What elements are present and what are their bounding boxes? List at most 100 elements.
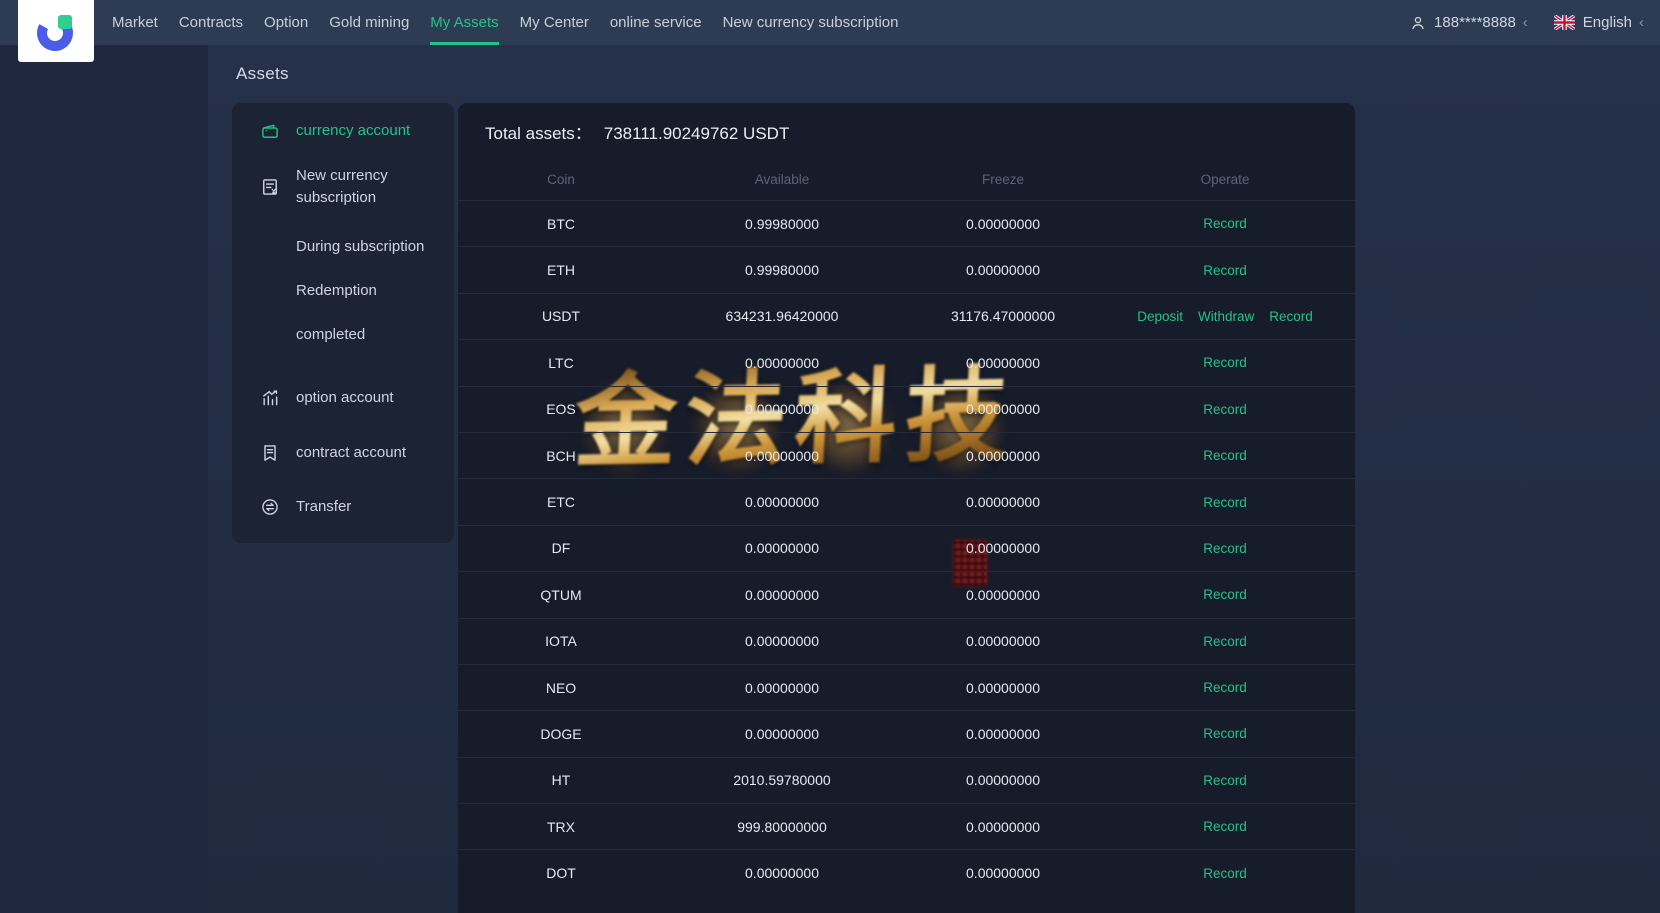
freeze-cell: 0.00000000 xyxy=(966,354,1040,371)
coin-cell: EOS xyxy=(546,401,576,418)
record-link[interactable]: Record xyxy=(1203,401,1247,417)
freeze-cell: 0.00000000 xyxy=(966,540,1040,557)
record-link[interactable]: Record xyxy=(1203,772,1247,788)
sidebar-item-label: During subscription xyxy=(296,238,425,256)
available-cell: 999.80000000 xyxy=(737,818,827,835)
record-link[interactable]: Record xyxy=(1269,308,1313,324)
coin-cell: LTC xyxy=(548,354,574,371)
record-link[interactable]: Record xyxy=(1203,540,1247,556)
sidebar-item-new-currency-subscription[interactable]: New currency subscription xyxy=(232,159,454,215)
column-header-freeze: Freeze xyxy=(981,171,1025,187)
wallet-icon xyxy=(260,121,280,141)
top-navbar: Market Contracts Option Gold mining My Asset… xyxy=(0,0,1660,62)
operate-cell: Record xyxy=(1106,263,1355,278)
coin-cell: DOT xyxy=(546,865,576,882)
table-row: LTC 0.00000000 0.00000000 Record xyxy=(458,339,1355,385)
table-row: BTC 0.99980000 0.00000000 Record xyxy=(458,200,1355,246)
table-row: BCH 0.00000000 0.00000000 Record xyxy=(458,431,1355,478)
sidebar-item-label: contract account xyxy=(296,444,407,462)
operate-cell: Record xyxy=(1106,680,1355,695)
freeze-cell: 0.00000000 xyxy=(966,494,1040,511)
nav-item-my-assets[interactable]: My Assets xyxy=(420,0,508,45)
available-cell: 0.00000000 xyxy=(745,865,819,882)
record-link[interactable]: Record xyxy=(1203,819,1247,835)
coin-cell: IOTA xyxy=(545,633,577,650)
sidebar-item-during-subscription[interactable]: During subscription xyxy=(232,229,454,265)
record-link[interactable]: Record xyxy=(1203,680,1247,696)
deposit-link[interactable]: Deposit xyxy=(1137,308,1183,324)
table-row: NEO 0.00000000 0.00000000 Record xyxy=(458,663,1355,710)
nav-item-option[interactable]: Option xyxy=(264,14,309,31)
coin-cell: BTC xyxy=(547,215,575,232)
available-cell: 0.99980000 xyxy=(745,215,819,232)
sidebar-item-label: New currency subscription xyxy=(296,167,388,206)
available-cell: 0.99980000 xyxy=(745,262,819,279)
withdraw-link[interactable]: Withdraw xyxy=(1197,308,1255,324)
sidebar-item-currency-account[interactable]: currency account xyxy=(232,111,454,151)
sidebar-item-completed[interactable]: completed xyxy=(232,317,454,353)
record-link[interactable]: Record xyxy=(1203,865,1247,881)
column-header-operate: Operate xyxy=(1200,171,1250,187)
coin-cell: DF xyxy=(551,540,571,557)
operate-cell: Record xyxy=(1106,819,1355,834)
sidebar-item-transfer[interactable]: Transfer xyxy=(232,489,454,525)
available-cell: 0.00000000 xyxy=(745,401,819,418)
table-row: DF 0.00000000 0.00000000 Record xyxy=(458,524,1355,571)
record-link[interactable]: Record xyxy=(1203,587,1247,603)
operate-cell: Record xyxy=(1106,634,1355,649)
total-assets-value: 738111.90249762 USDT xyxy=(603,124,790,143)
operate-cell: Record xyxy=(1106,495,1355,510)
record-link[interactable]: Record xyxy=(1203,355,1247,371)
nav-item-my-center[interactable]: My Center xyxy=(519,14,589,31)
assets-panel: 金法科技 Total assets： 738111.90249762 USDT … xyxy=(458,103,1355,913)
user-menu[interactable]: 188****8888 xyxy=(1409,14,1528,32)
subscription-doc-icon xyxy=(260,177,280,197)
coin-cell: BCH xyxy=(546,447,576,464)
freeze-cell: 0.00000000 xyxy=(966,679,1040,696)
sidebar-item-redemption[interactable]: Redemption xyxy=(232,273,454,309)
record-link[interactable]: Record xyxy=(1203,448,1247,464)
sidebar-item-label: currency account xyxy=(296,122,411,140)
total-assets-label: Total assets： xyxy=(485,124,592,143)
assets-table: Coin Available Freeze Operate BTC 0.99980000… xyxy=(458,158,1355,896)
nav-item-gold-mining[interactable]: Gold mining xyxy=(329,14,410,31)
operate-cell: Record xyxy=(1106,448,1355,463)
contract-icon xyxy=(260,443,280,463)
record-link[interactable]: Record xyxy=(1203,494,1247,510)
sidebar-item-contract-account[interactable]: contract account xyxy=(232,435,454,471)
nav-item-new-currency-subscription[interactable]: New currency subscription xyxy=(722,14,899,31)
freeze-cell: 0.00000000 xyxy=(966,772,1040,789)
table-row: IOTA 0.00000000 0.00000000 Record xyxy=(458,617,1355,664)
sidebar-item-label: completed xyxy=(296,326,366,344)
table-row: EOS 0.00000000 0.00000000 Record xyxy=(458,385,1355,432)
sidebar-item-label: option account xyxy=(296,389,394,407)
transfer-icon xyxy=(260,497,280,517)
operate-cell: Deposit Withdraw Record xyxy=(1106,309,1355,324)
language-label: English xyxy=(1582,14,1632,31)
brand-logo[interactable] xyxy=(18,0,94,62)
operate-cell: Record xyxy=(1106,216,1355,231)
navbar-right: 188****8888 English xyxy=(1409,14,1660,32)
record-link[interactable]: Record xyxy=(1203,216,1247,232)
record-link[interactable]: Record xyxy=(1203,262,1247,278)
table-row: ETH 0.99980000 0.00000000 Record xyxy=(458,246,1355,292)
coin-cell: QTUM xyxy=(540,586,582,603)
table-row: USDT 634231.96420000 31176.47000000 Deposit… xyxy=(458,292,1355,339)
record-link[interactable]: Record xyxy=(1203,726,1247,742)
record-link[interactable]: Record xyxy=(1203,633,1247,649)
total-assets: Total assets： 738111.90249762 USDT xyxy=(458,119,1355,144)
chevron-icon xyxy=(1639,15,1644,30)
language-switcher[interactable]: English xyxy=(1553,14,1644,31)
sidebar-item-option-account[interactable]: option account xyxy=(232,380,454,416)
freeze-cell: 0.00000000 xyxy=(966,215,1040,232)
coin-cell: NEO xyxy=(545,679,577,696)
available-cell: 0.00000000 xyxy=(745,354,819,371)
freeze-cell: 0.00000000 xyxy=(966,401,1040,418)
assets-sidebar: currency account New currency subscriptio… xyxy=(232,103,454,543)
nav-item-market[interactable]: Market xyxy=(112,14,158,31)
assets-table-header: Coin Available Freeze Operate xyxy=(458,158,1355,200)
sidebar-item-label: Redemption xyxy=(296,282,377,300)
nav-item-contracts[interactable]: Contracts xyxy=(178,14,244,31)
nav-item-online-service[interactable]: online service xyxy=(609,14,702,31)
column-header-coin: Coin xyxy=(547,171,575,187)
